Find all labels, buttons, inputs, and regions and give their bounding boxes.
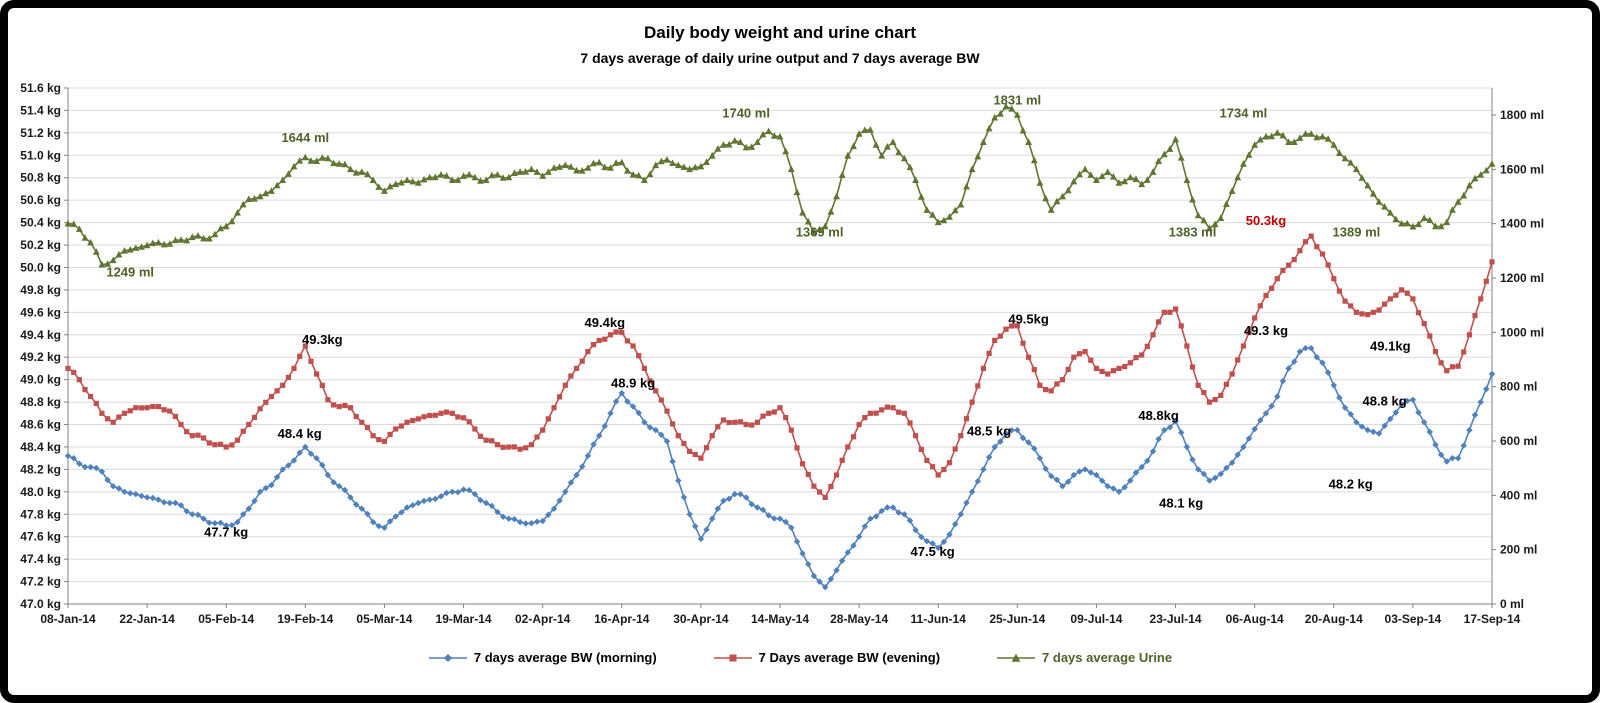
- x-tick-label: 09-Jul-14: [1070, 612, 1122, 626]
- y-left-tick-label: 48.6 kg: [20, 418, 61, 432]
- x-tick-label: 19-Feb-14: [277, 612, 333, 626]
- y-left-tick-label: 50.8 kg: [20, 171, 61, 185]
- y-left-tick-label: 50.2 kg: [20, 238, 61, 252]
- y-left-tick-label: 49.8 kg: [20, 283, 61, 297]
- x-tick-label: 11-Jun-14: [911, 612, 967, 626]
- annotation-label: 1389 ml: [1333, 225, 1381, 240]
- x-tick-label: 17-Sep-14: [1464, 612, 1521, 626]
- annotation-label: 1383 ml: [1169, 225, 1217, 240]
- legend-item-bw-evening: 7 Days average BW (evening): [713, 650, 940, 665]
- y-left-tick-label: 50.6 kg: [20, 193, 61, 207]
- y-left-tick-label: 50.0 kg: [20, 260, 61, 274]
- y-left-tick-label: 48.2 kg: [20, 462, 61, 476]
- y-right-tick-label: 200 ml: [1500, 543, 1537, 557]
- y-left-tick-label: 51.6 kg: [20, 81, 61, 95]
- chart-plot: 47.0 kg 47.2 kg 47.4 kg 47.6 kg 47.8 kg 48.0 …: [20, 81, 1544, 626]
- y-left-tick-label: 47.6 kg: [20, 530, 61, 544]
- annotation-label: 49.3kg: [302, 332, 343, 347]
- annotation-label: 48.4 kg: [278, 426, 322, 441]
- y-left-tick-label: 51.0 kg: [20, 148, 61, 162]
- y-right-tick-label: 800 ml: [1500, 380, 1537, 394]
- x-tick-label: 08-Jan-14: [40, 612, 96, 626]
- y-left-tick-label: 49.6 kg: [20, 305, 61, 319]
- x-tick-label: 06-Aug-14: [1226, 612, 1284, 626]
- annotation-label: 48.8kg: [1138, 408, 1179, 423]
- x-tick-label: 23-Jul-14: [1150, 612, 1202, 626]
- y-right-tick-label: 1800 ml: [1500, 108, 1544, 122]
- y-left-tick-label: 51.4 kg: [20, 103, 61, 117]
- y-left-tick-label: 49.2 kg: [20, 350, 61, 364]
- gridlines: [68, 87, 1492, 583]
- y-left-tick-label: 47.8 kg: [20, 507, 61, 521]
- annotation-label: 50.3kg: [1246, 213, 1287, 228]
- y-right-tick-label: 1400 ml: [1500, 217, 1544, 231]
- y-right-tick-label: 0 ml: [1500, 597, 1524, 611]
- annotation-label: 47.7 kg: [204, 525, 248, 540]
- y-left-tick-label: 49.4 kg: [20, 328, 61, 342]
- x-tick-label: 19-Mar-14: [436, 612, 492, 626]
- annotation-label: 1734 ml: [1220, 106, 1268, 121]
- annotation-label: 48.1 kg: [1159, 496, 1203, 511]
- y-left-tick-label: 48.8 kg: [20, 395, 61, 409]
- annotation-label: 49.3 kg: [1244, 323, 1288, 338]
- annotation-label: 1249 ml: [106, 265, 154, 280]
- annotations: 1249 ml 1644 ml 1740 ml 1369 ml 1831 ml 1383 …: [106, 93, 1410, 559]
- x-axis: 08-Jan-14 22-Jan-14 05-Feb-14 19-Feb-14 05-M…: [40, 604, 1521, 626]
- y-left-tick-label: 51.2 kg: [20, 126, 61, 140]
- chart-legend: 7 days average BW (morning) 7 Days avera…: [8, 650, 1592, 665]
- annotation-label: 48.9 kg: [611, 376, 655, 391]
- x-tick-label: 28-May-14: [830, 612, 888, 626]
- y-right-tick-label: 600 ml: [1500, 434, 1537, 448]
- x-tick-label: 14-May-14: [751, 612, 809, 626]
- annotation-label: 48.5 kg: [967, 424, 1011, 439]
- y-right-tick-label: 400 ml: [1500, 488, 1537, 502]
- y-axis-left: 47.0 kg 47.2 kg 47.4 kg 47.6 kg 47.8 kg 48.0 …: [20, 81, 68, 611]
- legend-label-bw-evening: 7 Days average BW (evening): [758, 650, 941, 665]
- legend-item-urine: 7 days average Urine: [996, 650, 1172, 665]
- y-left-tick-label: 48.4 kg: [20, 440, 61, 454]
- annotation-label: 49.1kg: [1370, 339, 1411, 354]
- legend-item-bw-morning: 7 days average BW (morning): [428, 650, 657, 665]
- series-bw-evening: [65, 233, 1495, 500]
- y-axis-right: 0 ml 200 ml 400 ml 600 ml 800 ml 1000 ml 1200 …: [1492, 108, 1544, 611]
- y-right-tick-label: 1600 ml: [1500, 162, 1544, 176]
- annotation-label: 1831 ml: [993, 93, 1041, 108]
- annotation-label: 1644 ml: [281, 130, 329, 145]
- chart-title: Daily body weight and urine chart: [643, 23, 917, 42]
- series-bw-morning: [64, 345, 1496, 591]
- triangle-marker-icon: [997, 653, 1036, 662]
- y-right-tick-label: 1000 ml: [1500, 325, 1544, 339]
- y-left-tick-label: 49.0 kg: [20, 373, 61, 387]
- x-tick-label: 03-Sep-14: [1385, 612, 1442, 626]
- x-tick-label: 16-Apr-14: [594, 612, 650, 626]
- chart-subtitle: 7 days average of daily urine output and…: [580, 50, 980, 66]
- axes: [67, 87, 1493, 605]
- series-urine: [64, 102, 1496, 268]
- annotation-label: 1369 ml: [796, 225, 844, 240]
- x-tick-label: 02-Apr-14: [515, 612, 571, 626]
- x-tick-label: 30-Apr-14: [673, 612, 729, 626]
- x-tick-label: 25-Jun-14: [989, 612, 1045, 626]
- y-left-tick-label: 47.0 kg: [20, 597, 61, 611]
- y-left-tick-label: 50.4 kg: [20, 216, 61, 230]
- x-tick-label: 05-Feb-14: [198, 612, 254, 626]
- x-tick-label: 22-Jan-14: [119, 612, 175, 626]
- legend-label-bw-morning: 7 days average BW (morning): [473, 650, 657, 665]
- y-left-tick-label: 47.4 kg: [20, 552, 61, 566]
- annotation-label: 48.2 kg: [1329, 477, 1373, 492]
- legend-label-urine: 7 days average Urine: [1042, 650, 1173, 665]
- y-left-tick-label: 48.0 kg: [20, 485, 61, 499]
- x-tick-label: 20-Aug-14: [1305, 612, 1363, 626]
- y-left-tick-label: 47.2 kg: [20, 575, 61, 589]
- x-tick-label: 05-Mar-14: [356, 612, 412, 626]
- annotation-label: 1740 ml: [722, 106, 770, 121]
- y-right-tick-label: 1200 ml: [1500, 271, 1544, 285]
- square-marker-icon: [713, 654, 752, 661]
- annotation-label: 49.5kg: [1008, 312, 1049, 327]
- annotation-label: 48.8 kg: [1363, 394, 1407, 409]
- annotation-label: 47.5 kg: [911, 544, 955, 559]
- annotation-label: 49.4kg: [585, 315, 626, 330]
- diamond-marker-icon: [428, 653, 467, 662]
